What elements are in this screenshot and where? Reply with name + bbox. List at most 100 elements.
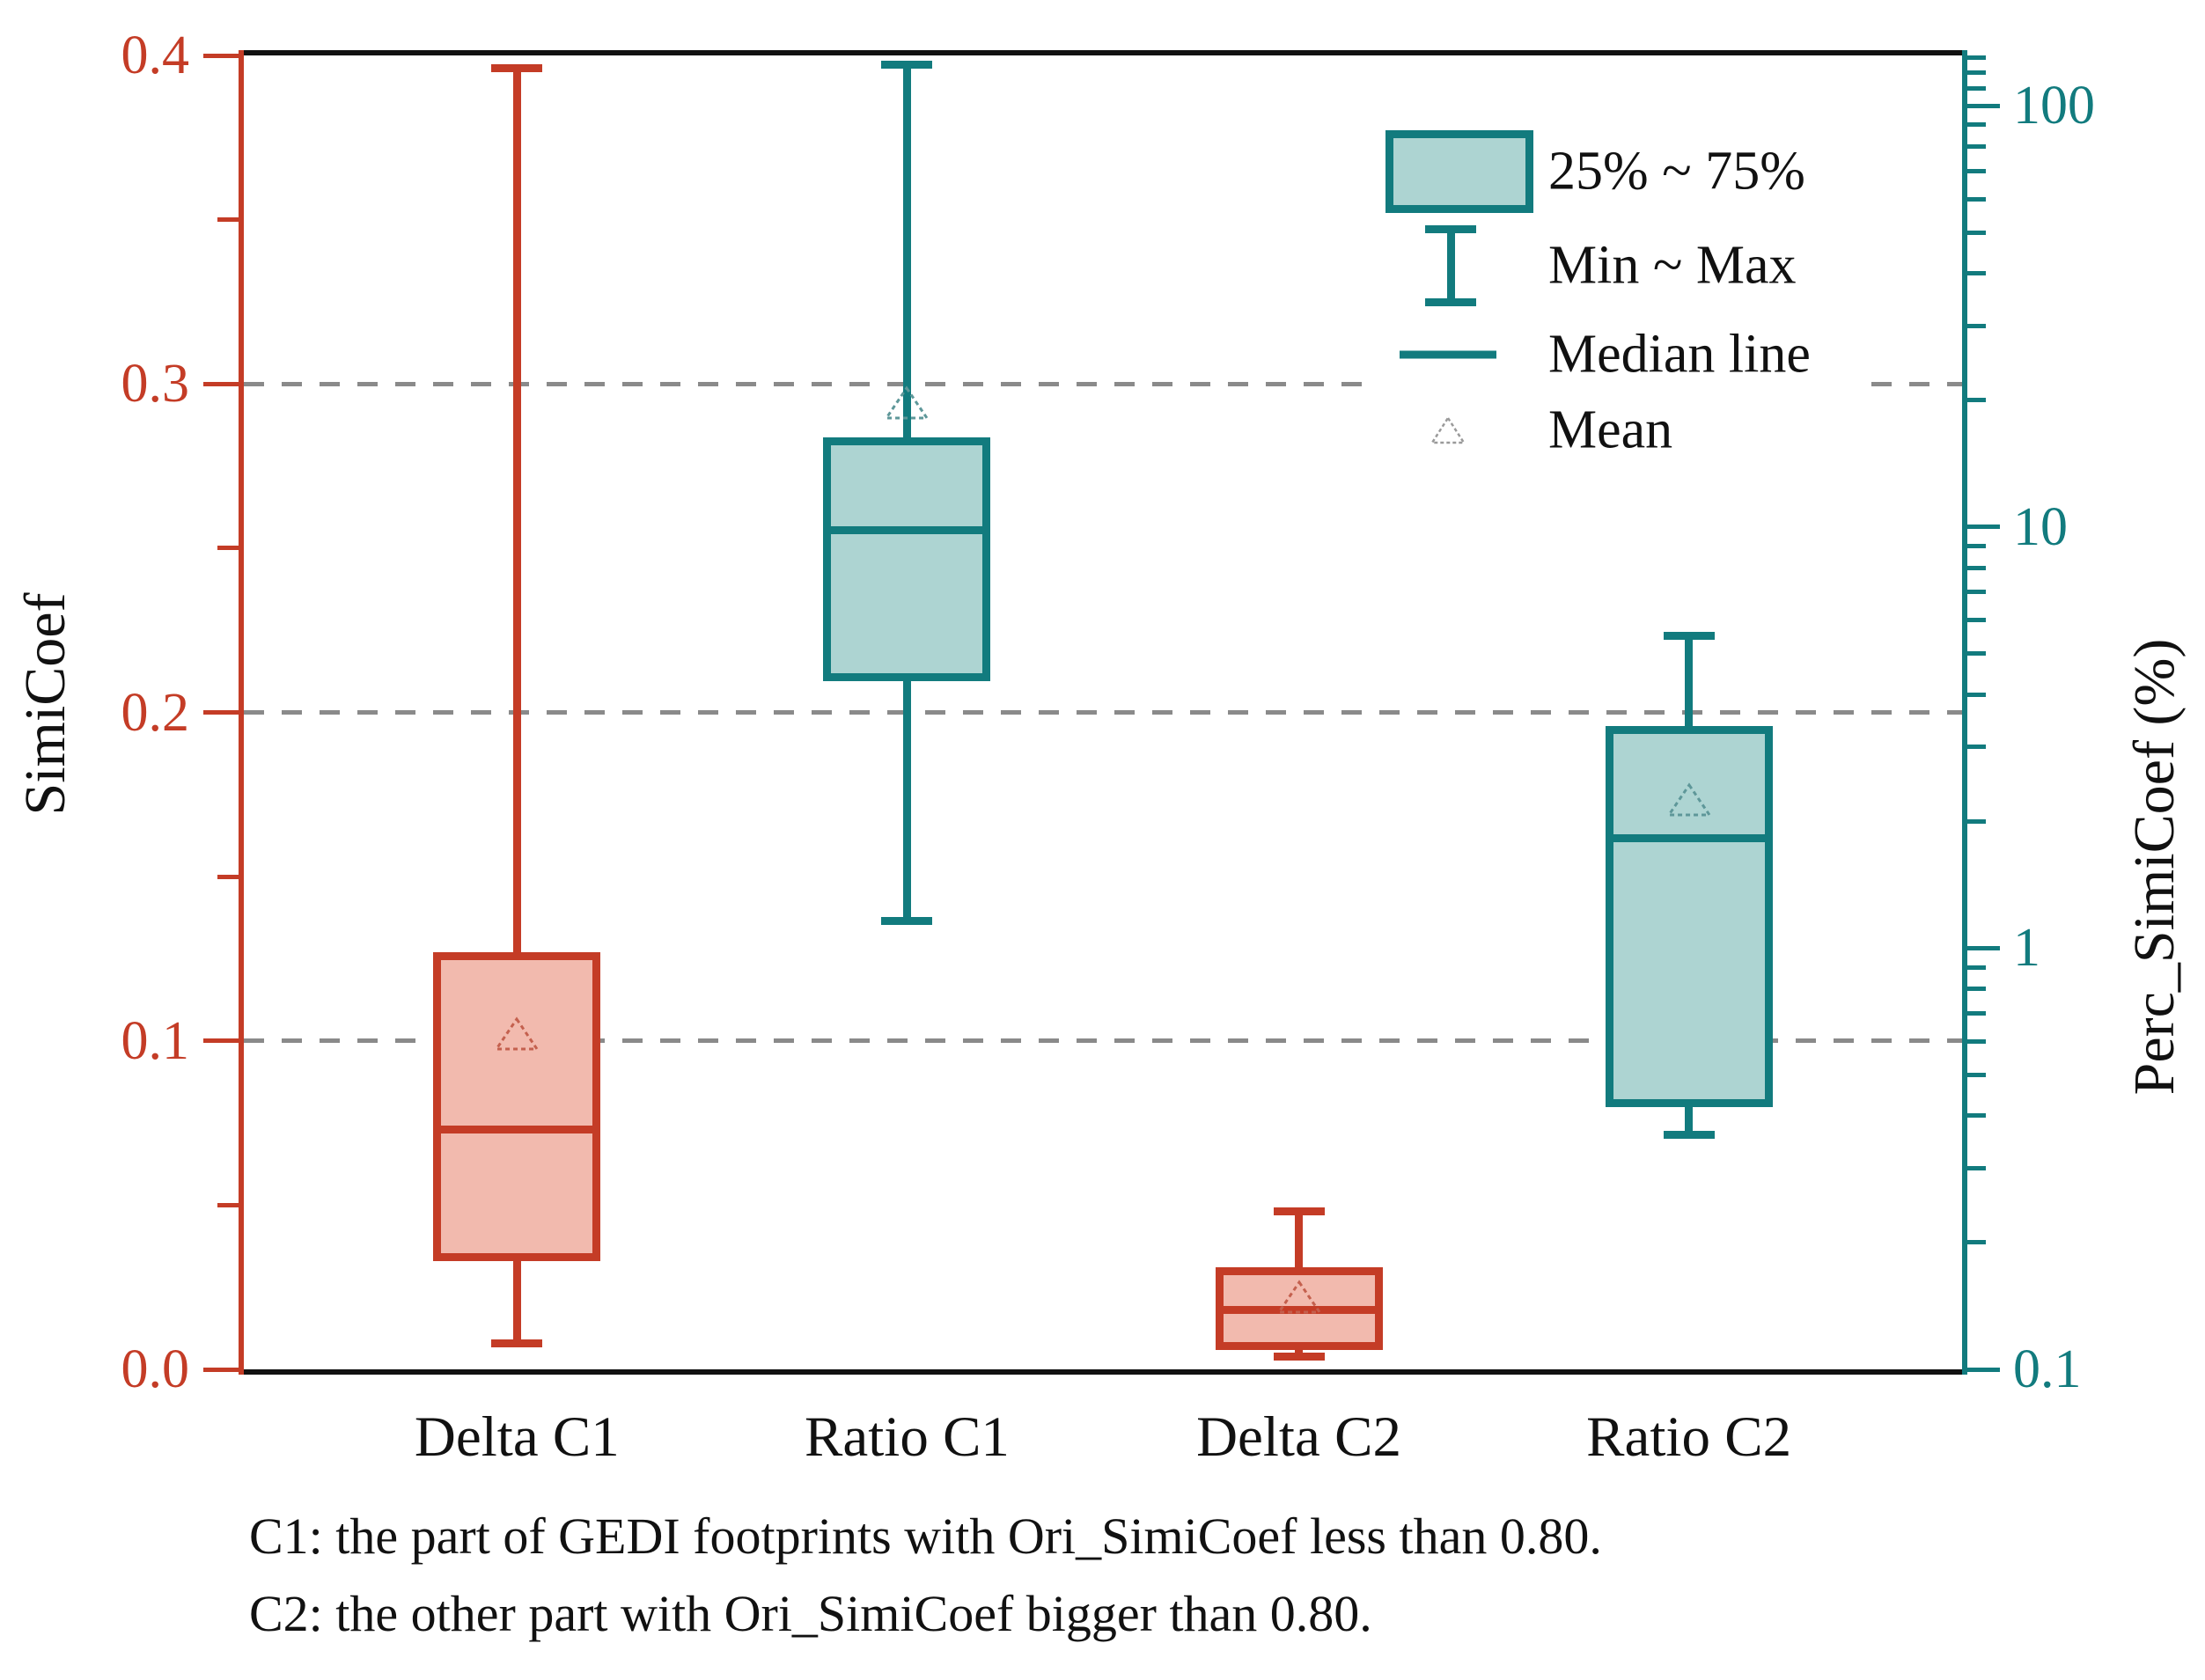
x-axis-line: [239, 1369, 1967, 1375]
right-minor-tick: [1965, 143, 1986, 149]
whisker-line-Delta C1: [512, 68, 521, 1344]
left-minor-tick: [217, 546, 239, 551]
gridline-0.2: [244, 710, 1962, 715]
median-line-icon: [1400, 350, 1496, 359]
right-minor-tick: [1965, 987, 1986, 992]
gridline-0.1: [244, 1038, 1962, 1044]
mean-marker-Ratio C1: [884, 385, 930, 420]
left-axis-line: [239, 50, 244, 1375]
left-major-tick: [203, 1367, 239, 1372]
right-minor-tick: [1965, 55, 1986, 60]
right-minor-tick: [1965, 1113, 1986, 1119]
right-minor-tick: [1965, 230, 1986, 235]
left-major-tick: [203, 710, 239, 715]
iqr-box-Ratio C1: [823, 437, 991, 682]
right-minor-tick: [1965, 565, 1986, 570]
right-minor-tick: [1965, 818, 1986, 824]
mean-triangle-icon: [1430, 415, 1466, 444]
mean-marker-Delta C1: [494, 1016, 540, 1051]
footnotes: C1: the part of GEDI footprints with Ori…: [249, 1498, 1602, 1653]
legend-item-label: Min ~ Max: [1548, 235, 1797, 296]
whisker-cap-max-Ratio C1: [881, 61, 933, 70]
right-minor-tick: [1965, 270, 1986, 275]
legend-item-label: Mean: [1548, 400, 1673, 460]
whisker-cap-max-Delta C2: [1273, 1207, 1325, 1216]
right-minor-tick: [1965, 692, 1986, 697]
right-minor-tick: [1965, 618, 1986, 623]
left-tick-label: 0.2: [121, 682, 190, 743]
mean-marker-Delta C2: [1275, 1280, 1322, 1314]
right-major-tick: [1965, 525, 2000, 530]
left-minor-tick: [217, 874, 239, 879]
right-minor-tick: [1965, 1010, 1986, 1016]
right-minor-tick: [1965, 323, 1986, 328]
legend-item-label: 25% ~ 75%: [1548, 141, 1805, 202]
footnote-c2: C2: the other part with Ori_SimiCoef big…: [249, 1585, 1372, 1642]
left-tick-label: 0.0: [121, 1339, 190, 1399]
right-axis-line: [1962, 50, 1967, 1375]
left-axis-title: SimiCoef: [13, 592, 77, 816]
right-minor-tick: [1965, 168, 1986, 173]
median-line-Delta C1: [433, 1126, 601, 1134]
right-minor-tick: [1965, 1240, 1986, 1245]
legend-item-median: Median line: [1373, 315, 1863, 394]
plot-frame-top: [239, 50, 1967, 55]
left-major-tick: [203, 53, 239, 58]
right-minor-tick: [1965, 651, 1986, 657]
right-minor-tick: [1965, 70, 1986, 75]
right-minor-tick: [1965, 965, 1986, 970]
left-tick-label: 0.4: [121, 26, 190, 85]
right-minor-tick: [1965, 544, 1986, 549]
legend: 25% ~ 75% Min ~ Max Median line: [1373, 123, 1863, 473]
iqr-box-icon: [1385, 130, 1533, 213]
iqr-box-Delta C1: [433, 951, 601, 1261]
whisker-cap-min-Ratio C2: [1663, 1131, 1715, 1140]
right-minor-tick: [1965, 1072, 1986, 1077]
right-minor-tick: [1965, 1039, 1986, 1045]
whisker-cap-min-Delta C2: [1273, 1352, 1325, 1361]
right-minor-tick: [1965, 85, 1986, 91]
mean-marker-Ratio C2: [1665, 782, 1712, 817]
left-major-tick: [203, 381, 239, 386]
footnote-c1: C1: the part of GEDI footprints with Ori…: [249, 1508, 1602, 1565]
x-axis-category-labels: Delta C1 Ratio C1 Delta C2 Ratio C2: [244, 1405, 1962, 1475]
median-line-Delta C2: [1215, 1306, 1383, 1315]
left-minor-tick: [217, 217, 239, 223]
legend-item-label: Median line: [1548, 324, 1811, 385]
plot-area: 25% ~ 75% Min ~ Max Median line: [121, 26, 2096, 1399]
right-minor-tick: [1965, 196, 1986, 202]
right-major-tick: [1965, 103, 2000, 108]
right-major-tick: [1965, 945, 2000, 950]
iqr-box-Ratio C2: [1605, 726, 1773, 1107]
whisker-cap-min-Delta C1: [491, 1339, 543, 1347]
whisker-cap-max-Delta C1: [491, 64, 543, 73]
whisker-cap-min-Ratio C1: [881, 916, 933, 925]
right-tick-label: 0.1: [2013, 1339, 2082, 1399]
legend-item-minmax: Min ~ Max: [1373, 222, 1863, 310]
median-line-Ratio C1: [823, 526, 991, 535]
right-minor-tick: [1965, 1166, 1986, 1171]
right-minor-tick: [1965, 398, 1986, 403]
right-tick-label: 100: [2013, 76, 2095, 136]
gridline-0.3: [244, 381, 1962, 386]
x-tick-label-delta-c1: Delta C1: [414, 1405, 620, 1469]
right-minor-tick: [1965, 122, 1986, 128]
right-tick-label: 1: [2013, 918, 2040, 979]
min-max-whisker-icon: [1425, 225, 1476, 306]
right-tick-label: 10: [2013, 496, 2068, 557]
left-major-tick: [203, 1038, 239, 1044]
right-minor-tick: [1965, 745, 1986, 750]
legend-item-mean: Mean: [1373, 392, 1863, 468]
median-line-Ratio C2: [1605, 834, 1773, 843]
left-tick-label: 0.1: [121, 1010, 190, 1071]
left-tick-label: 0.3: [121, 354, 190, 414]
whisker-cap-max-Ratio C2: [1663, 632, 1715, 641]
right-axis-title: Perc_SimiCoef (%): [2122, 638, 2187, 1096]
x-tick-label-ratio-c2: Ratio C2: [1586, 1405, 1792, 1469]
x-tick-label-delta-c2: Delta C2: [1196, 1405, 1401, 1469]
left-minor-tick: [217, 1202, 239, 1207]
right-major-tick: [1965, 1367, 2000, 1372]
right-minor-tick: [1965, 590, 1986, 595]
x-tick-label-ratio-c1: Ratio C1: [805, 1405, 1010, 1469]
